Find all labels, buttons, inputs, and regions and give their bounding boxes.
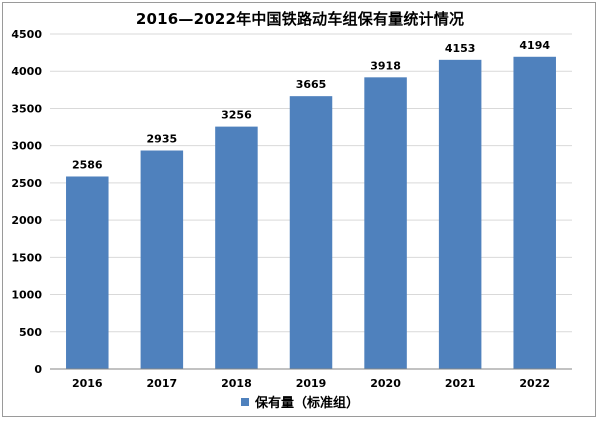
bar-2020 <box>364 77 407 370</box>
bar-2017 <box>140 150 184 369</box>
x-tick-label-2022: 2022 <box>519 377 550 390</box>
y-tick-label: 0 <box>34 363 42 376</box>
y-tick-label: 4500 <box>11 28 42 41</box>
x-tick-label-2016: 2016 <box>72 377 103 390</box>
y-tick-label: 2500 <box>11 177 42 190</box>
y-tick-label: 3000 <box>11 140 42 153</box>
y-tick-label: 1000 <box>11 289 42 302</box>
data-label-2022: 4194 <box>519 39 550 52</box>
bar-2018 <box>215 126 258 369</box>
chart-title: 2016—2022年中国铁路动车组保有量统计情况 <box>135 10 465 28</box>
x-tick-label-2019: 2019 <box>296 377 327 390</box>
data-labels: 2586 2935 3256 3665 3918 4153 4194 <box>72 39 550 172</box>
data-label-2019: 3665 <box>296 78 327 91</box>
x-tick-label-2017: 2017 <box>147 377 178 390</box>
x-axis-ticks: 2016 2017 2018 2019 2020 2021 2022 <box>72 377 550 390</box>
data-label-2018: 3256 <box>221 109 252 122</box>
y-tick-label: 2000 <box>11 214 42 227</box>
x-tick-label-2018: 2018 <box>221 377 252 390</box>
x-tick-label-2020: 2020 <box>370 377 401 390</box>
legend-swatch <box>240 397 249 406</box>
bar-2022 <box>513 56 556 369</box>
data-label-2017: 2935 <box>147 133 178 146</box>
y-tick-label: 500 <box>19 326 42 339</box>
bar-2016 <box>66 176 109 369</box>
y-tick-label: 1500 <box>11 251 42 264</box>
data-label-2021: 4153 <box>445 42 476 55</box>
x-tick-label-2021: 2021 <box>445 377 476 390</box>
data-label-2016: 2586 <box>72 158 103 171</box>
bars <box>66 56 556 370</box>
y-tick-label: 3500 <box>11 102 42 115</box>
y-tick-label: 4000 <box>11 65 42 78</box>
data-label-2020: 3918 <box>370 59 401 72</box>
legend-label: 保有量（标准组） <box>254 396 359 411</box>
bar-2019 <box>289 96 333 370</box>
legend: 保有量（标准组） <box>0 392 600 411</box>
bar-2021 <box>438 59 482 370</box>
y-axis-ticks: 0 500 1000 1500 2000 2500 3000 3500 4000 4500 <box>11 28 42 376</box>
